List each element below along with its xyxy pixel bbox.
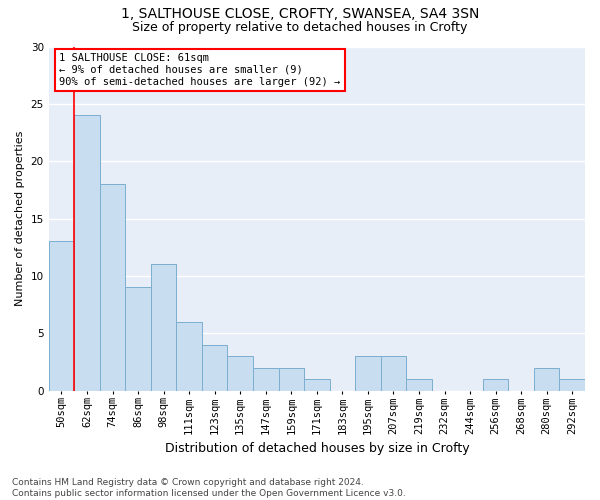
Bar bbox=[74, 116, 100, 390]
Bar bbox=[100, 184, 125, 390]
Bar bbox=[278, 368, 304, 390]
Bar bbox=[534, 368, 559, 390]
Bar bbox=[304, 379, 329, 390]
Bar bbox=[406, 379, 432, 390]
Bar bbox=[559, 379, 585, 390]
Bar bbox=[227, 356, 253, 390]
X-axis label: Distribution of detached houses by size in Crofty: Distribution of detached houses by size … bbox=[164, 442, 469, 455]
Text: Contains HM Land Registry data © Crown copyright and database right 2024.
Contai: Contains HM Land Registry data © Crown c… bbox=[12, 478, 406, 498]
Bar bbox=[355, 356, 380, 390]
Bar bbox=[380, 356, 406, 390]
Bar bbox=[176, 322, 202, 390]
Text: 1 SALTHOUSE CLOSE: 61sqm
← 9% of detached houses are smaller (9)
90% of semi-det: 1 SALTHOUSE CLOSE: 61sqm ← 9% of detache… bbox=[59, 54, 341, 86]
Bar bbox=[49, 242, 74, 390]
Bar bbox=[151, 264, 176, 390]
Text: Size of property relative to detached houses in Crofty: Size of property relative to detached ho… bbox=[133, 21, 467, 34]
Bar bbox=[125, 288, 151, 391]
Bar bbox=[483, 379, 508, 390]
Bar bbox=[253, 368, 278, 390]
Y-axis label: Number of detached properties: Number of detached properties bbox=[15, 131, 25, 306]
Bar bbox=[202, 344, 227, 391]
Text: 1, SALTHOUSE CLOSE, CROFTY, SWANSEA, SA4 3SN: 1, SALTHOUSE CLOSE, CROFTY, SWANSEA, SA4… bbox=[121, 8, 479, 22]
